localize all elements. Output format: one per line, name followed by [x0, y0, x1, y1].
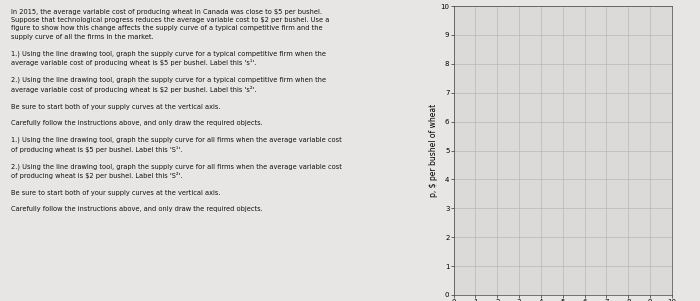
Text: In 2015, the average variable cost of producing wheat in Canada was close to $5 : In 2015, the average variable cost of pr…: [11, 9, 342, 213]
Y-axis label: p, $ per bushel of wheat: p, $ per bushel of wheat: [428, 104, 438, 197]
